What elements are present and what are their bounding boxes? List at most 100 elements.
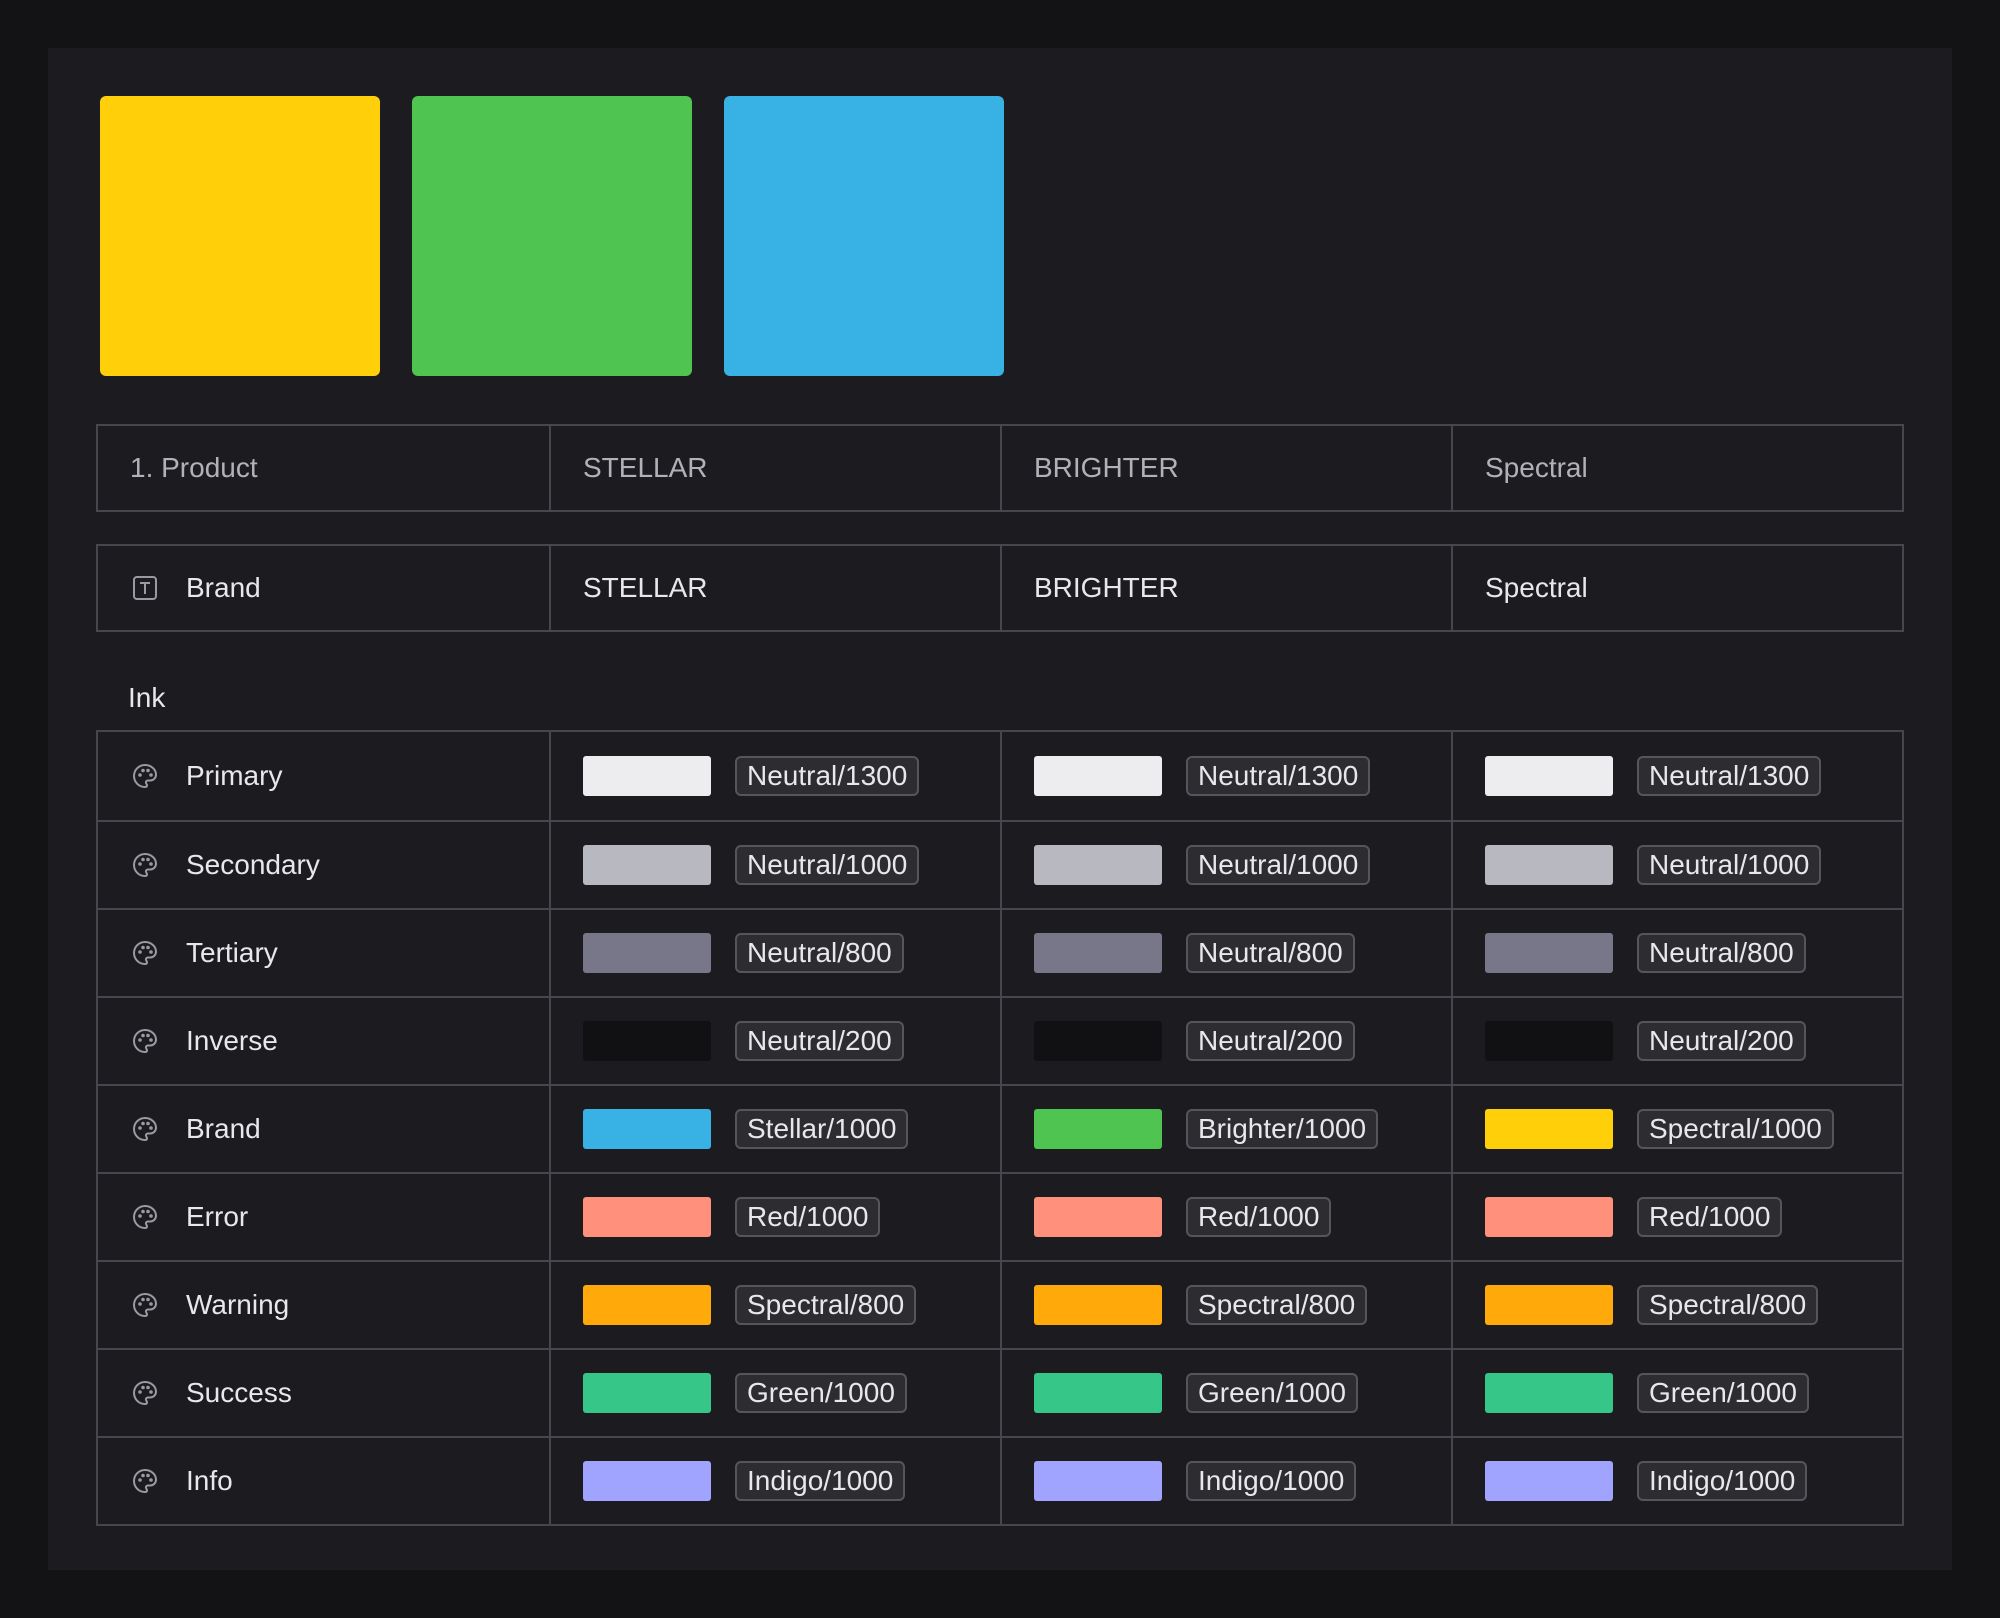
- color-swatch: [583, 1461, 711, 1501]
- ink-row-label-cell: Primary: [98, 732, 549, 820]
- big-swatch-stellar: [724, 96, 1004, 376]
- header-column-spectral: Spectral: [1451, 426, 1902, 510]
- palette-icon: [130, 761, 160, 791]
- product-header-table: 1. Product STELLAR BRIGHTER Spectral: [96, 424, 1904, 512]
- token-label: Neutral/800: [1186, 933, 1355, 973]
- ink-row-label-cell: Brand: [98, 1086, 549, 1172]
- color-swatch: [1485, 1461, 1613, 1501]
- ink-cell-spectral: Spectral/800: [1451, 1262, 1902, 1348]
- token-label: Red/1000: [1637, 1197, 1783, 1237]
- brand-row-label-cell: Brand: [98, 546, 549, 630]
- token-label: Neutral/1300: [1637, 756, 1822, 796]
- ink-row-secondary: Secondary Neutral/1000 Neutral/1000 Neutral…: [98, 820, 1902, 908]
- token-label: Indigo/1000: [1637, 1461, 1808, 1501]
- token-label: Neutral/1000: [1186, 845, 1371, 885]
- token-label: Neutral/200: [1186, 1021, 1355, 1061]
- ink-section-label: Ink: [128, 682, 166, 713]
- ink-row-label: Inverse: [186, 1025, 278, 1056]
- ink-row-label-cell: Warning: [98, 1262, 549, 1348]
- ink-cell-brighter: Red/1000: [1000, 1174, 1451, 1260]
- ink-row-label-cell: Secondary: [98, 822, 549, 908]
- palette-icon: [130, 1202, 160, 1232]
- header-row: 1. Product STELLAR BRIGHTER Spectral: [98, 426, 1902, 510]
- ink-cell-spectral: Indigo/1000: [1451, 1438, 1902, 1524]
- ink-cell-stellar: Spectral/800: [549, 1262, 1000, 1348]
- color-swatch: [583, 1197, 711, 1237]
- header-label: 1. Product: [130, 452, 258, 483]
- ink-cell-stellar: Neutral/800: [549, 910, 1000, 996]
- ink-cell-brighter: Green/1000: [1000, 1350, 1451, 1436]
- ink-row-warning: Warning Spectral/800 Spectral/800 Spectral/…: [98, 1260, 1902, 1348]
- ink-cell-brighter: Indigo/1000: [1000, 1438, 1451, 1524]
- color-swatch: [1485, 1373, 1613, 1413]
- token-label: Green/1000: [735, 1373, 907, 1413]
- token-label: Neutral/1000: [1637, 845, 1822, 885]
- ink-row-error: Error Red/1000 Red/1000 Red/1000: [98, 1172, 1902, 1260]
- header-column-brighter: BRIGHTER: [1000, 426, 1451, 510]
- ink-cell-brighter: Neutral/1000: [1000, 822, 1451, 908]
- token-label: Spectral/800: [735, 1285, 917, 1325]
- ink-row-label-cell: Success: [98, 1350, 549, 1436]
- palette-icon: [130, 1026, 160, 1056]
- big-swatch-brighter: [412, 96, 692, 376]
- color-swatch: [1485, 1109, 1613, 1149]
- ink-cell-spectral: Neutral/1300: [1451, 732, 1902, 820]
- ink-row-label: Warning: [186, 1289, 290, 1320]
- brand-value-brighter: BRIGHTER: [1000, 546, 1451, 630]
- token-label: Neutral/1300: [1186, 756, 1371, 796]
- ink-row-brand: Brand Stellar/1000 Brighter/1000 Spectral/1…: [98, 1084, 1902, 1172]
- brand-swatches: [100, 96, 1004, 376]
- ink-cell-spectral: Neutral/800: [1451, 910, 1902, 996]
- palette-icon: [130, 850, 160, 880]
- color-swatch: [1034, 1373, 1162, 1413]
- color-swatch: [1485, 1021, 1613, 1061]
- token-label: Spectral/1000: [1637, 1109, 1834, 1149]
- ink-cell-spectral: Red/1000: [1451, 1174, 1902, 1260]
- header-column-stellar: STELLAR: [549, 426, 1000, 510]
- brand-value-stellar: STELLAR: [549, 546, 1000, 630]
- color-swatch: [1034, 1285, 1162, 1325]
- color-swatch: [1034, 1461, 1162, 1501]
- brand-row: Brand STELLAR BRIGHTER Spectral: [98, 546, 1902, 630]
- color-swatch: [583, 756, 711, 796]
- token-label: Red/1000: [1186, 1197, 1332, 1237]
- ink-cell-brighter: Neutral/1300: [1000, 732, 1451, 820]
- token-label: Neutral/200: [735, 1021, 904, 1061]
- palette-icon: [130, 1378, 160, 1408]
- token-label: Spectral/800: [1637, 1285, 1819, 1325]
- color-swatch: [1485, 933, 1613, 973]
- ink-cell-spectral: Green/1000: [1451, 1350, 1902, 1436]
- ink-row-label-cell: Info: [98, 1438, 549, 1524]
- palette-icon: [130, 1114, 160, 1144]
- ink-cell-stellar: Neutral/1000: [549, 822, 1000, 908]
- palette-icon: [130, 1290, 160, 1320]
- token-label: Indigo/1000: [735, 1461, 906, 1501]
- color-swatch: [1034, 756, 1162, 796]
- brand-row-label: Brand: [186, 572, 261, 603]
- ink-cell-brighter: Brighter/1000: [1000, 1086, 1451, 1172]
- token-label: Green/1000: [1186, 1373, 1358, 1413]
- color-swatch: [1485, 1285, 1613, 1325]
- ink-row-success: Success Green/1000 Green/1000 Green/1000: [98, 1348, 1902, 1436]
- ink-row-label-cell: Tertiary: [98, 910, 549, 996]
- text-type-icon: [130, 573, 160, 603]
- color-swatch: [1485, 756, 1613, 796]
- ink-row-primary: Primary Neutral/1300 Neutral/1300 Neutral/1…: [98, 732, 1902, 820]
- brand-table: Brand STELLAR BRIGHTER Spectral: [96, 544, 1904, 632]
- color-swatch: [1034, 1021, 1162, 1061]
- token-label: Neutral/800: [1637, 933, 1806, 973]
- ink-cell-brighter: Spectral/800: [1000, 1262, 1451, 1348]
- big-swatch-spectral: [100, 96, 380, 376]
- color-swatch: [583, 845, 711, 885]
- ink-row-label: Info: [186, 1465, 233, 1496]
- ink-row-info: Info Indigo/1000 Indigo/1000 Indigo/1000: [98, 1436, 1902, 1524]
- ink-row-label: Tertiary: [186, 937, 278, 968]
- ink-row-label: Error: [186, 1201, 249, 1232]
- token-label: Green/1000: [1637, 1373, 1809, 1413]
- token-label: Indigo/1000: [1186, 1461, 1357, 1501]
- color-swatch: [1034, 845, 1162, 885]
- palette-frame: 1. Product STELLAR BRIGHTER Spectral Bra…: [48, 48, 1952, 1570]
- color-swatch: [1034, 1109, 1162, 1149]
- ink-cell-stellar: Stellar/1000: [549, 1086, 1000, 1172]
- ink-cell-stellar: Green/1000: [549, 1350, 1000, 1436]
